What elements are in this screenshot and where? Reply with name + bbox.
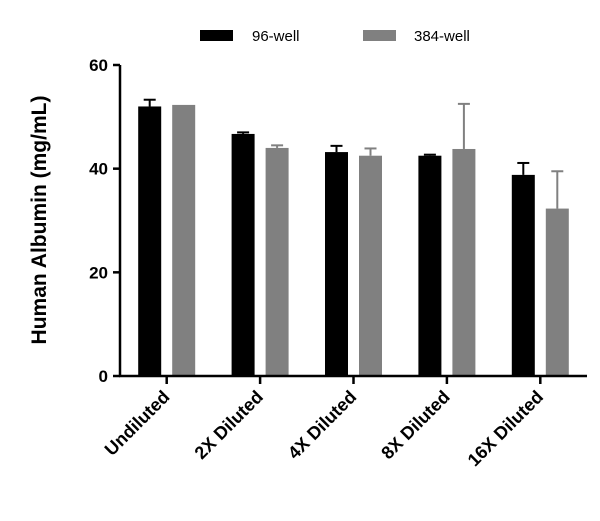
- bar-96-well-1: [231, 133, 255, 376]
- legend-swatch-96-well: [200, 30, 233, 41]
- y-tick-label-60: 60: [89, 56, 108, 75]
- x-tick-label-2: 4X Diluted: [284, 387, 360, 463]
- bar-384-well-4: [545, 208, 569, 376]
- x-tick-label-1: 2X Diluted: [191, 387, 267, 463]
- y-tick-label-40: 40: [89, 160, 108, 179]
- legend: 96-well 384-well: [200, 28, 470, 45]
- bar-384-well-0: [172, 104, 196, 376]
- legend-label-384-well: 384-well: [414, 28, 470, 45]
- x-tick-label-4: 16X Diluted: [464, 387, 547, 470]
- bar-384-well-1: [265, 147, 289, 376]
- y-tick-label-20: 20: [89, 263, 108, 282]
- bar-384-well-3: [452, 148, 476, 376]
- bar-384-well-2: [359, 155, 382, 376]
- bar-96-well-3: [418, 155, 442, 376]
- y-axis-label: Human Albumin (mg/mL): [28, 96, 51, 345]
- bar-96-well-4: [511, 174, 535, 376]
- y-tick-label-0: 0: [99, 367, 108, 386]
- plot-area: 0 20 40 60 Undiluted 2X Diluted 4X Diluted 8X D…: [89, 56, 587, 470]
- bar-96-well-0: [138, 106, 162, 376]
- legend-swatch-384-well: [363, 30, 396, 41]
- x-tick-label-0: Undiluted: [101, 387, 174, 460]
- x-tick-label-3: 8X Diluted: [377, 387, 453, 463]
- bar-96-well-2: [325, 152, 348, 376]
- legend-label-96-well: 96-well: [252, 28, 300, 45]
